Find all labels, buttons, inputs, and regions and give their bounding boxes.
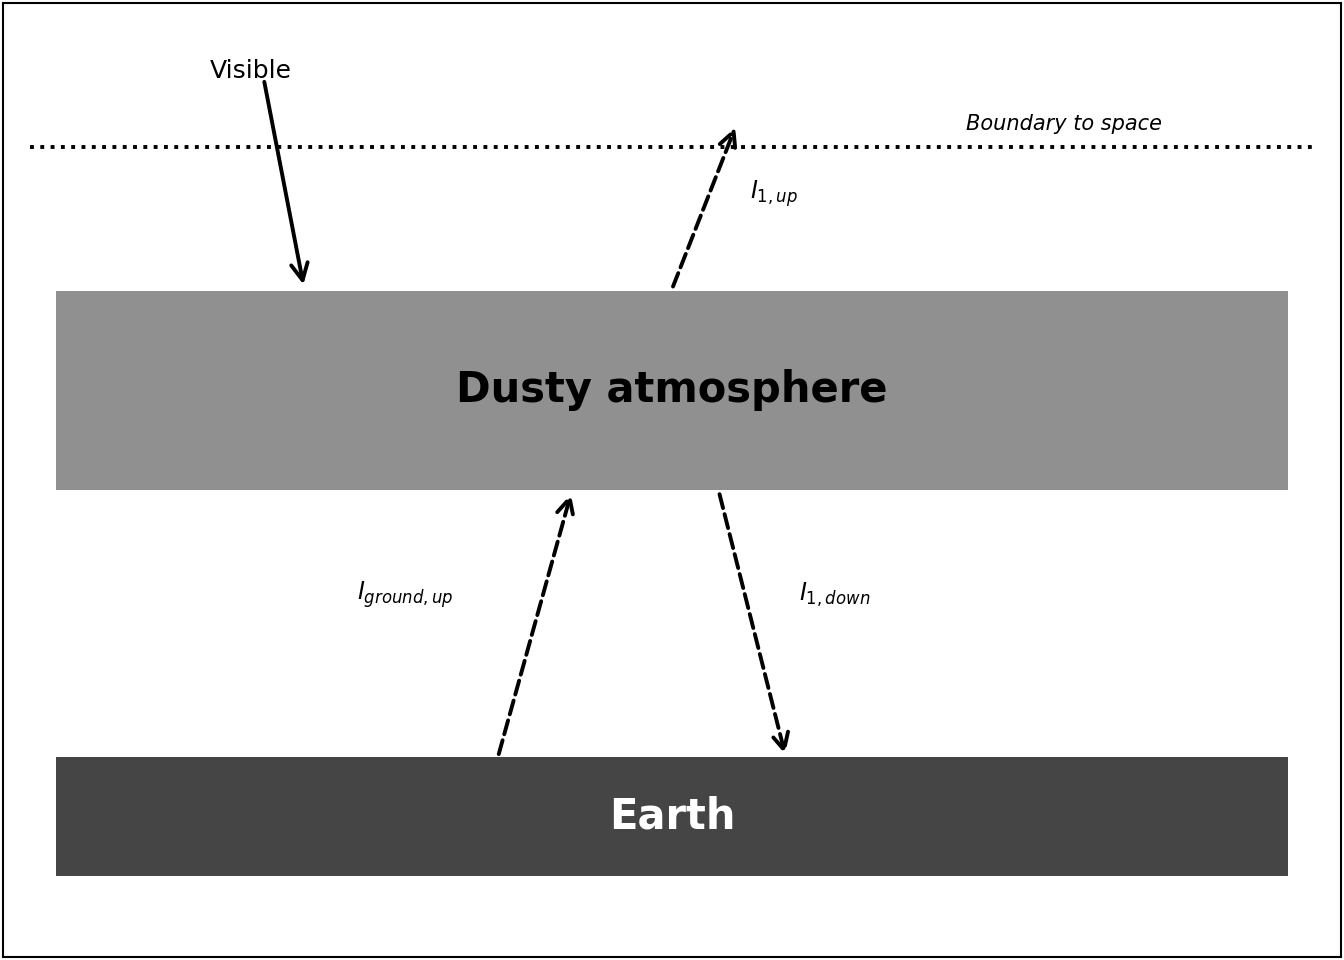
Text: $I_{1,up}$: $I_{1,up}$: [750, 179, 798, 209]
Text: Dusty atmosphere: Dusty atmosphere: [456, 370, 888, 411]
Text: $I_{ground,up}$: $I_{ground,up}$: [358, 579, 454, 610]
FancyArrowPatch shape: [265, 82, 308, 280]
Text: Earth: Earth: [609, 796, 735, 837]
Text: Boundary to space: Boundary to space: [966, 114, 1163, 134]
FancyArrowPatch shape: [499, 498, 574, 755]
Text: Visible: Visible: [210, 60, 292, 84]
Bar: [56, 756, 1288, 876]
FancyArrowPatch shape: [673, 132, 735, 286]
FancyArrowPatch shape: [719, 494, 788, 750]
Bar: [56, 291, 1288, 490]
Text: $I_{1,down}$: $I_{1,down}$: [800, 581, 871, 609]
